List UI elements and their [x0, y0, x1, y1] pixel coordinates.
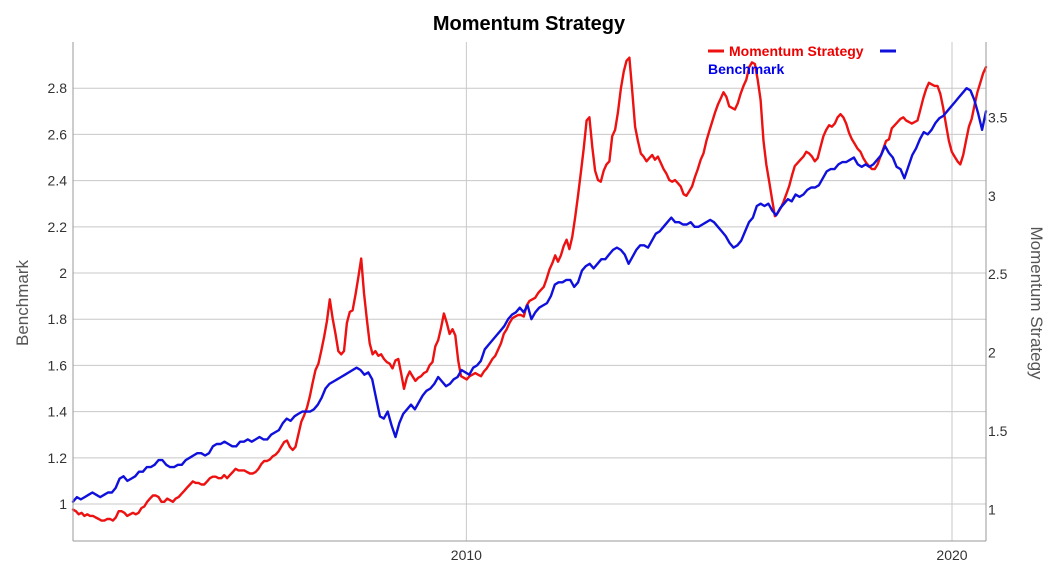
left-tick-label: 2 — [59, 265, 67, 281]
x-tick-label: 2020 — [936, 547, 967, 563]
series-layer — [71, 56, 988, 522]
series-line-momentum-strategy — [71, 56, 988, 522]
chart-title: Momentum Strategy — [433, 13, 626, 35]
x-tick-label: 2010 — [451, 547, 482, 563]
left-tick-label: 2.6 — [48, 126, 68, 142]
right-tick-label: 2 — [988, 345, 996, 361]
left-tick-label: 2.8 — [48, 80, 68, 96]
left-tick-label: 1 — [59, 496, 67, 512]
legend: Momentum Strategy Benchmark — [708, 43, 896, 77]
left-axis-title: Benchmark — [13, 260, 32, 346]
right-tick-label: 1.5 — [988, 423, 1008, 439]
series-line-benchmark — [71, 86, 988, 503]
right-axis-title: Momentum Strategy — [1027, 226, 1046, 380]
right-tick-label: 3.5 — [988, 109, 1008, 125]
left-tick-label: 1.8 — [48, 311, 68, 327]
legend-label-momentum: Momentum Strategy — [729, 43, 864, 59]
left-tick-label: 1.2 — [48, 450, 68, 466]
left-tick-label: 2.4 — [48, 173, 68, 189]
grid-layer — [73, 42, 986, 541]
left-tick-label: 1.4 — [48, 404, 68, 420]
left-tick-label: 2.2 — [48, 219, 68, 235]
legend-label-benchmark: Benchmark — [708, 61, 784, 77]
right-tick-label: 3 — [988, 188, 996, 204]
axis-layer: 1 1.2 1.4 1.6 1.8 2 2.2 2.4 2.6 2.8 1 1.5 2 2.5 3 3.5 20… — [48, 42, 1008, 563]
right-tick-label: 1 — [988, 502, 996, 518]
right-tick-label: 2.5 — [988, 266, 1008, 282]
left-tick-label: 1.6 — [48, 357, 68, 373]
